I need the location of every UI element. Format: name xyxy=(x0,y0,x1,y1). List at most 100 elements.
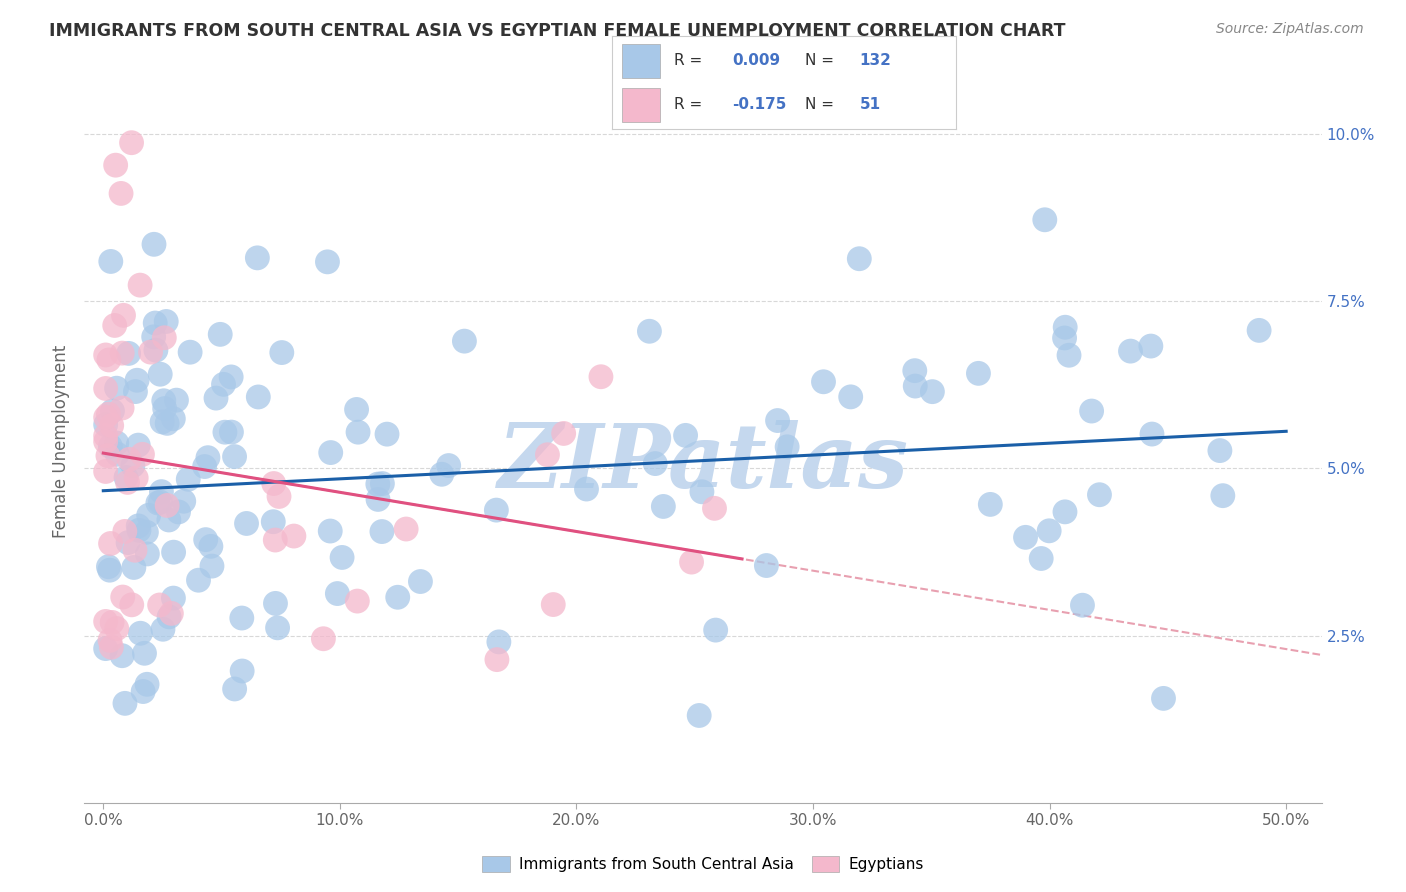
Point xyxy=(128,524,150,538)
Point xyxy=(485,503,508,517)
Point xyxy=(346,402,368,417)
Point xyxy=(263,476,285,491)
Point xyxy=(704,623,727,637)
Point xyxy=(105,622,128,636)
Point xyxy=(201,559,224,574)
Point xyxy=(127,519,149,533)
Point xyxy=(94,434,117,449)
Point xyxy=(346,594,368,608)
FancyBboxPatch shape xyxy=(621,44,659,78)
Point xyxy=(101,615,124,630)
Point xyxy=(118,452,141,467)
Point xyxy=(316,255,339,269)
Point xyxy=(1014,530,1036,544)
Point xyxy=(125,471,148,485)
Point xyxy=(111,346,134,360)
Point xyxy=(194,533,217,547)
Point xyxy=(205,391,228,405)
Point xyxy=(231,664,253,678)
Point xyxy=(681,555,703,569)
Point xyxy=(270,345,292,359)
Y-axis label: Female Unemployment: Female Unemployment xyxy=(52,345,70,538)
Point xyxy=(94,465,117,479)
Point xyxy=(690,484,713,499)
Point xyxy=(150,415,173,429)
Point xyxy=(839,390,862,404)
Point xyxy=(224,681,246,696)
Point xyxy=(1140,339,1163,353)
Point xyxy=(197,450,219,465)
Point xyxy=(97,559,120,574)
Point xyxy=(209,327,232,342)
Point xyxy=(543,598,565,612)
Point xyxy=(536,448,558,462)
Point xyxy=(224,450,246,464)
Point xyxy=(94,381,117,395)
Point xyxy=(98,439,121,453)
Point xyxy=(149,598,172,612)
Point xyxy=(132,684,155,698)
Point xyxy=(104,158,127,172)
Point xyxy=(967,367,990,381)
Legend: Immigrants from South Central Asia, Egyptians: Immigrants from South Central Asia, Egyp… xyxy=(475,850,931,879)
Point xyxy=(1119,344,1142,359)
Point xyxy=(813,375,835,389)
Point xyxy=(904,364,927,378)
Point xyxy=(94,429,117,443)
Point xyxy=(129,626,152,640)
Point xyxy=(1033,212,1056,227)
Point xyxy=(262,515,284,529)
Point xyxy=(453,334,475,348)
Point xyxy=(162,411,184,425)
Point xyxy=(231,611,253,625)
Point xyxy=(1088,488,1111,502)
Point xyxy=(160,607,183,621)
Point xyxy=(367,477,389,491)
Point xyxy=(430,467,453,482)
Point xyxy=(124,384,146,399)
Point xyxy=(166,393,188,408)
Point xyxy=(94,348,117,362)
Point xyxy=(135,525,157,540)
Point xyxy=(143,237,166,252)
Point xyxy=(111,648,134,663)
Text: R =: R = xyxy=(673,54,707,69)
Point xyxy=(409,574,432,589)
Point xyxy=(115,470,138,484)
Point xyxy=(129,278,152,293)
Point xyxy=(347,425,370,439)
Point xyxy=(485,652,508,666)
Text: 132: 132 xyxy=(859,54,891,69)
Point xyxy=(105,447,128,461)
Point xyxy=(1209,443,1232,458)
Point xyxy=(131,447,153,461)
Point xyxy=(155,314,177,328)
Point xyxy=(114,524,136,539)
Point xyxy=(152,393,174,408)
Point xyxy=(121,136,143,150)
Point xyxy=(235,516,257,531)
Point xyxy=(267,490,290,504)
Point xyxy=(766,413,789,427)
Point xyxy=(114,697,136,711)
Point xyxy=(153,331,176,345)
Point xyxy=(152,622,174,636)
Point xyxy=(437,458,460,473)
Text: R =: R = xyxy=(673,97,707,112)
Text: ZIPatlas: ZIPatlas xyxy=(498,420,908,507)
Point xyxy=(111,401,134,415)
Text: N =: N = xyxy=(804,54,838,69)
Point xyxy=(553,426,575,441)
Point xyxy=(97,353,120,368)
Point xyxy=(1153,691,1175,706)
Point xyxy=(221,425,243,439)
Point xyxy=(904,379,927,393)
Point xyxy=(139,345,162,359)
Point xyxy=(387,591,409,605)
Point xyxy=(1054,320,1077,334)
Point xyxy=(100,418,122,433)
Text: Source: ZipAtlas.com: Source: ZipAtlas.com xyxy=(1216,22,1364,37)
Point xyxy=(112,308,135,322)
Point xyxy=(264,533,287,547)
Point xyxy=(219,370,242,384)
